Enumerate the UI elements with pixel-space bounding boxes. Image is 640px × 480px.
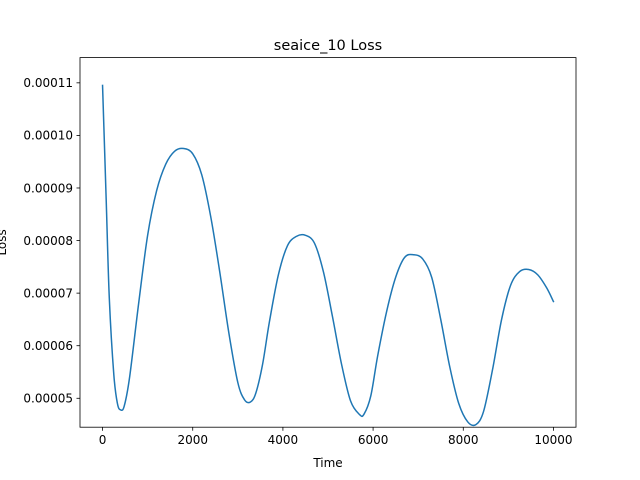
y-tick-label: 0.00007 <box>23 286 73 300</box>
loss-line <box>101 84 555 427</box>
y-tick-label: 0.00008 <box>23 234 73 248</box>
plot-frame <box>79 57 577 428</box>
x-tick-label: 2000 <box>177 433 208 447</box>
y-tick-label: 0.00005 <box>23 392 73 406</box>
y-axis-ticks: 0.00005 0.00006 0.00007 0.00008 0.00009 0.000… <box>23 76 80 406</box>
y-tick-label: 0.00011 <box>23 76 73 90</box>
x-axis-ticks: 0 2000 4000 6000 8000 10000 <box>99 427 573 447</box>
x-tick-label: 4000 <box>268 433 299 447</box>
x-tick-label: 6000 <box>358 433 389 447</box>
y-axis-label: Loss <box>0 229 9 255</box>
chart-title: seaice_10 Loss <box>274 38 382 54</box>
y-tick-label: 0.00009 <box>23 181 73 195</box>
x-tick-label: 8000 <box>448 433 479 447</box>
x-tick-label: 10000 <box>534 433 572 447</box>
x-tick-label: 0 <box>99 433 107 447</box>
y-tick-label: 0.00010 <box>23 129 73 143</box>
x-axis-label: Time <box>312 456 342 470</box>
y-tick-label: 0.00006 <box>23 339 73 353</box>
plot-area <box>80 57 576 428</box>
